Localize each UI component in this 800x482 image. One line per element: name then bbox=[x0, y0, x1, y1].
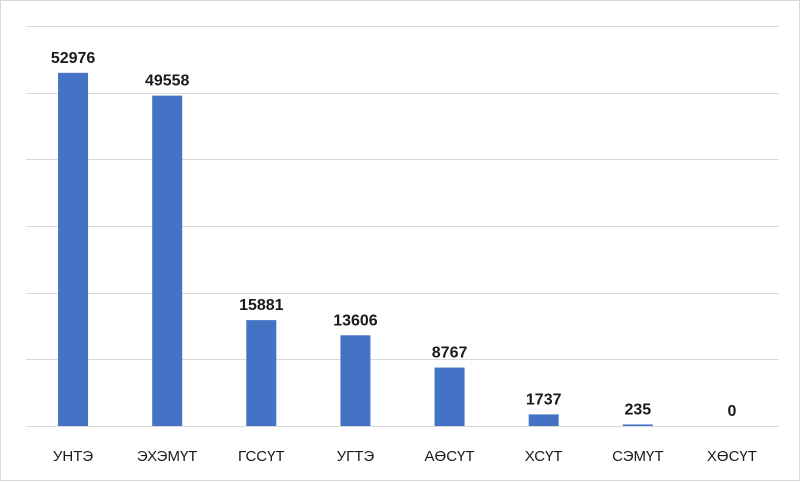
value-label: 235 bbox=[624, 401, 651, 418]
bar-3 bbox=[246, 320, 277, 426]
bar-5 bbox=[434, 367, 465, 426]
value-labels: 52976 49558 15881 13606 8767 1737 235 0 bbox=[51, 50, 737, 420]
value-label: 13606 bbox=[333, 312, 378, 329]
category-label: СЭМҮТ bbox=[612, 448, 663, 465]
category-label: ХСҮТ bbox=[525, 448, 563, 465]
bar-1 bbox=[58, 72, 89, 427]
value-label: 52976 bbox=[51, 50, 96, 67]
value-label: 1737 bbox=[526, 391, 562, 408]
value-label: 15881 bbox=[239, 297, 284, 314]
category-labels: УНТЭ ЭХЭМҮТ ГССҮТ УГТЭ АӨСҮТ ХСҮТ СЭМҮТ ХӨСҮТ bbox=[53, 448, 757, 465]
category-label: ХӨСҮТ bbox=[707, 448, 757, 465]
category-label: АӨСҮТ bbox=[425, 448, 475, 465]
category-label: УНТЭ bbox=[53, 448, 94, 465]
bars bbox=[58, 72, 653, 427]
bar-2 bbox=[152, 95, 183, 426]
bar-4 bbox=[340, 335, 371, 426]
bar-7 bbox=[622, 424, 653, 426]
value-label: 8767 bbox=[432, 345, 468, 362]
value-label: 49558 bbox=[145, 73, 190, 90]
bar-6 bbox=[528, 414, 559, 426]
value-label: 0 bbox=[727, 403, 736, 420]
gridlines bbox=[26, 26, 779, 427]
category-label: ЭХЭМҮТ bbox=[137, 448, 198, 465]
category-label: ГССҮТ bbox=[238, 448, 285, 465]
category-label: УГТЭ bbox=[337, 448, 375, 465]
